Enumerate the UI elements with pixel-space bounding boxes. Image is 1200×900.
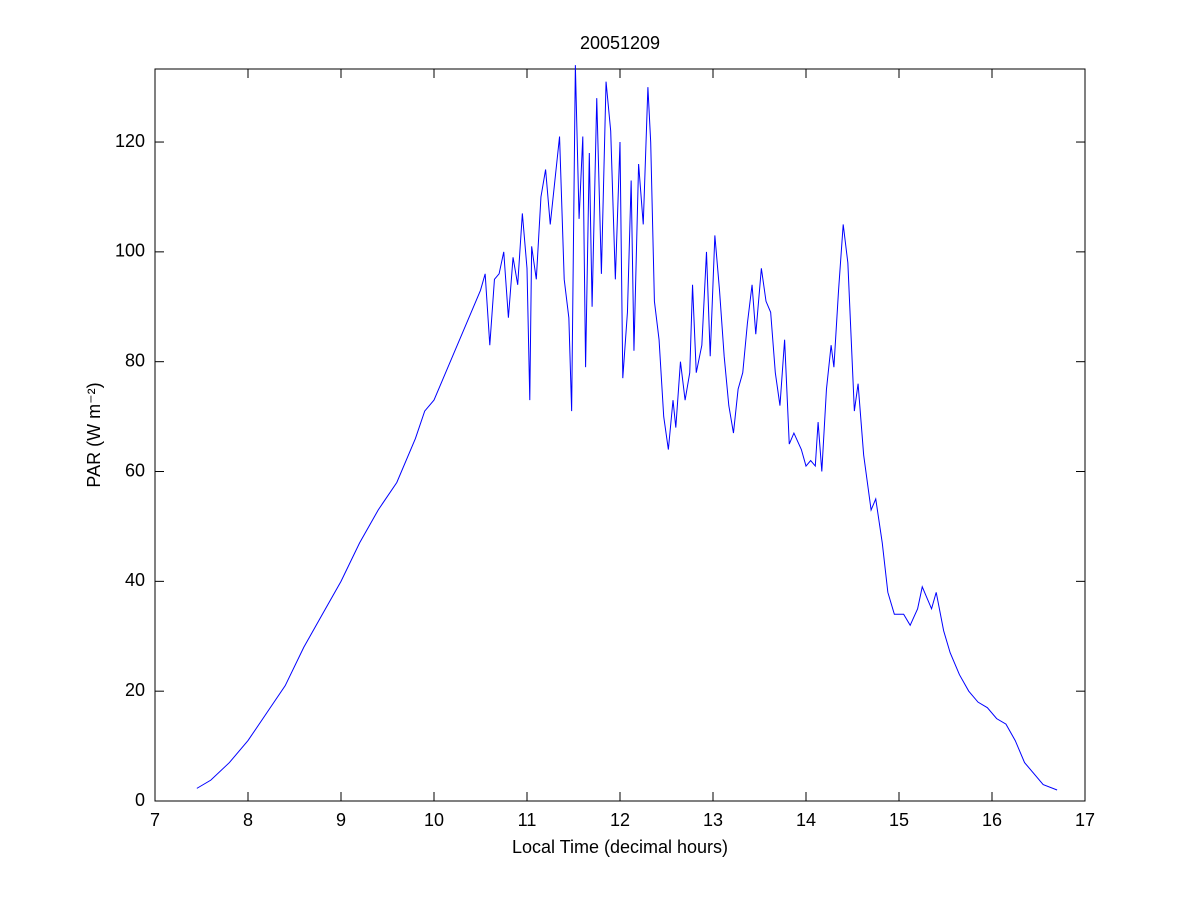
y-tick-label: 60 xyxy=(125,460,145,480)
x-tick-label: 14 xyxy=(796,810,816,830)
chart-title: 20051209 xyxy=(580,33,660,53)
x-tick-label: 16 xyxy=(982,810,1002,830)
x-tick-label: 17 xyxy=(1075,810,1095,830)
y-tick-label: 120 xyxy=(115,131,145,151)
x-axis-label: Local Time (decimal hours) xyxy=(512,837,728,857)
x-tick-label: 15 xyxy=(889,810,909,830)
x-tick-label: 10 xyxy=(424,810,444,830)
y-tick-label: 0 xyxy=(135,790,145,810)
x-tick-label: 13 xyxy=(703,810,723,830)
y-tick-label: 20 xyxy=(125,680,145,700)
x-tick-label: 8 xyxy=(243,810,253,830)
y-tick-label: 100 xyxy=(115,241,145,261)
y-tick-label: 40 xyxy=(125,570,145,590)
x-tick-label: 11 xyxy=(518,810,537,830)
data-line xyxy=(196,65,1058,791)
x-tick-label: 12 xyxy=(610,810,630,830)
x-tick-label: 7 xyxy=(150,810,160,830)
y-axis-label: PAR (W m⁻²) xyxy=(84,382,104,487)
x-tick-label: 9 xyxy=(336,810,346,830)
y-tick-label: 80 xyxy=(125,350,145,370)
